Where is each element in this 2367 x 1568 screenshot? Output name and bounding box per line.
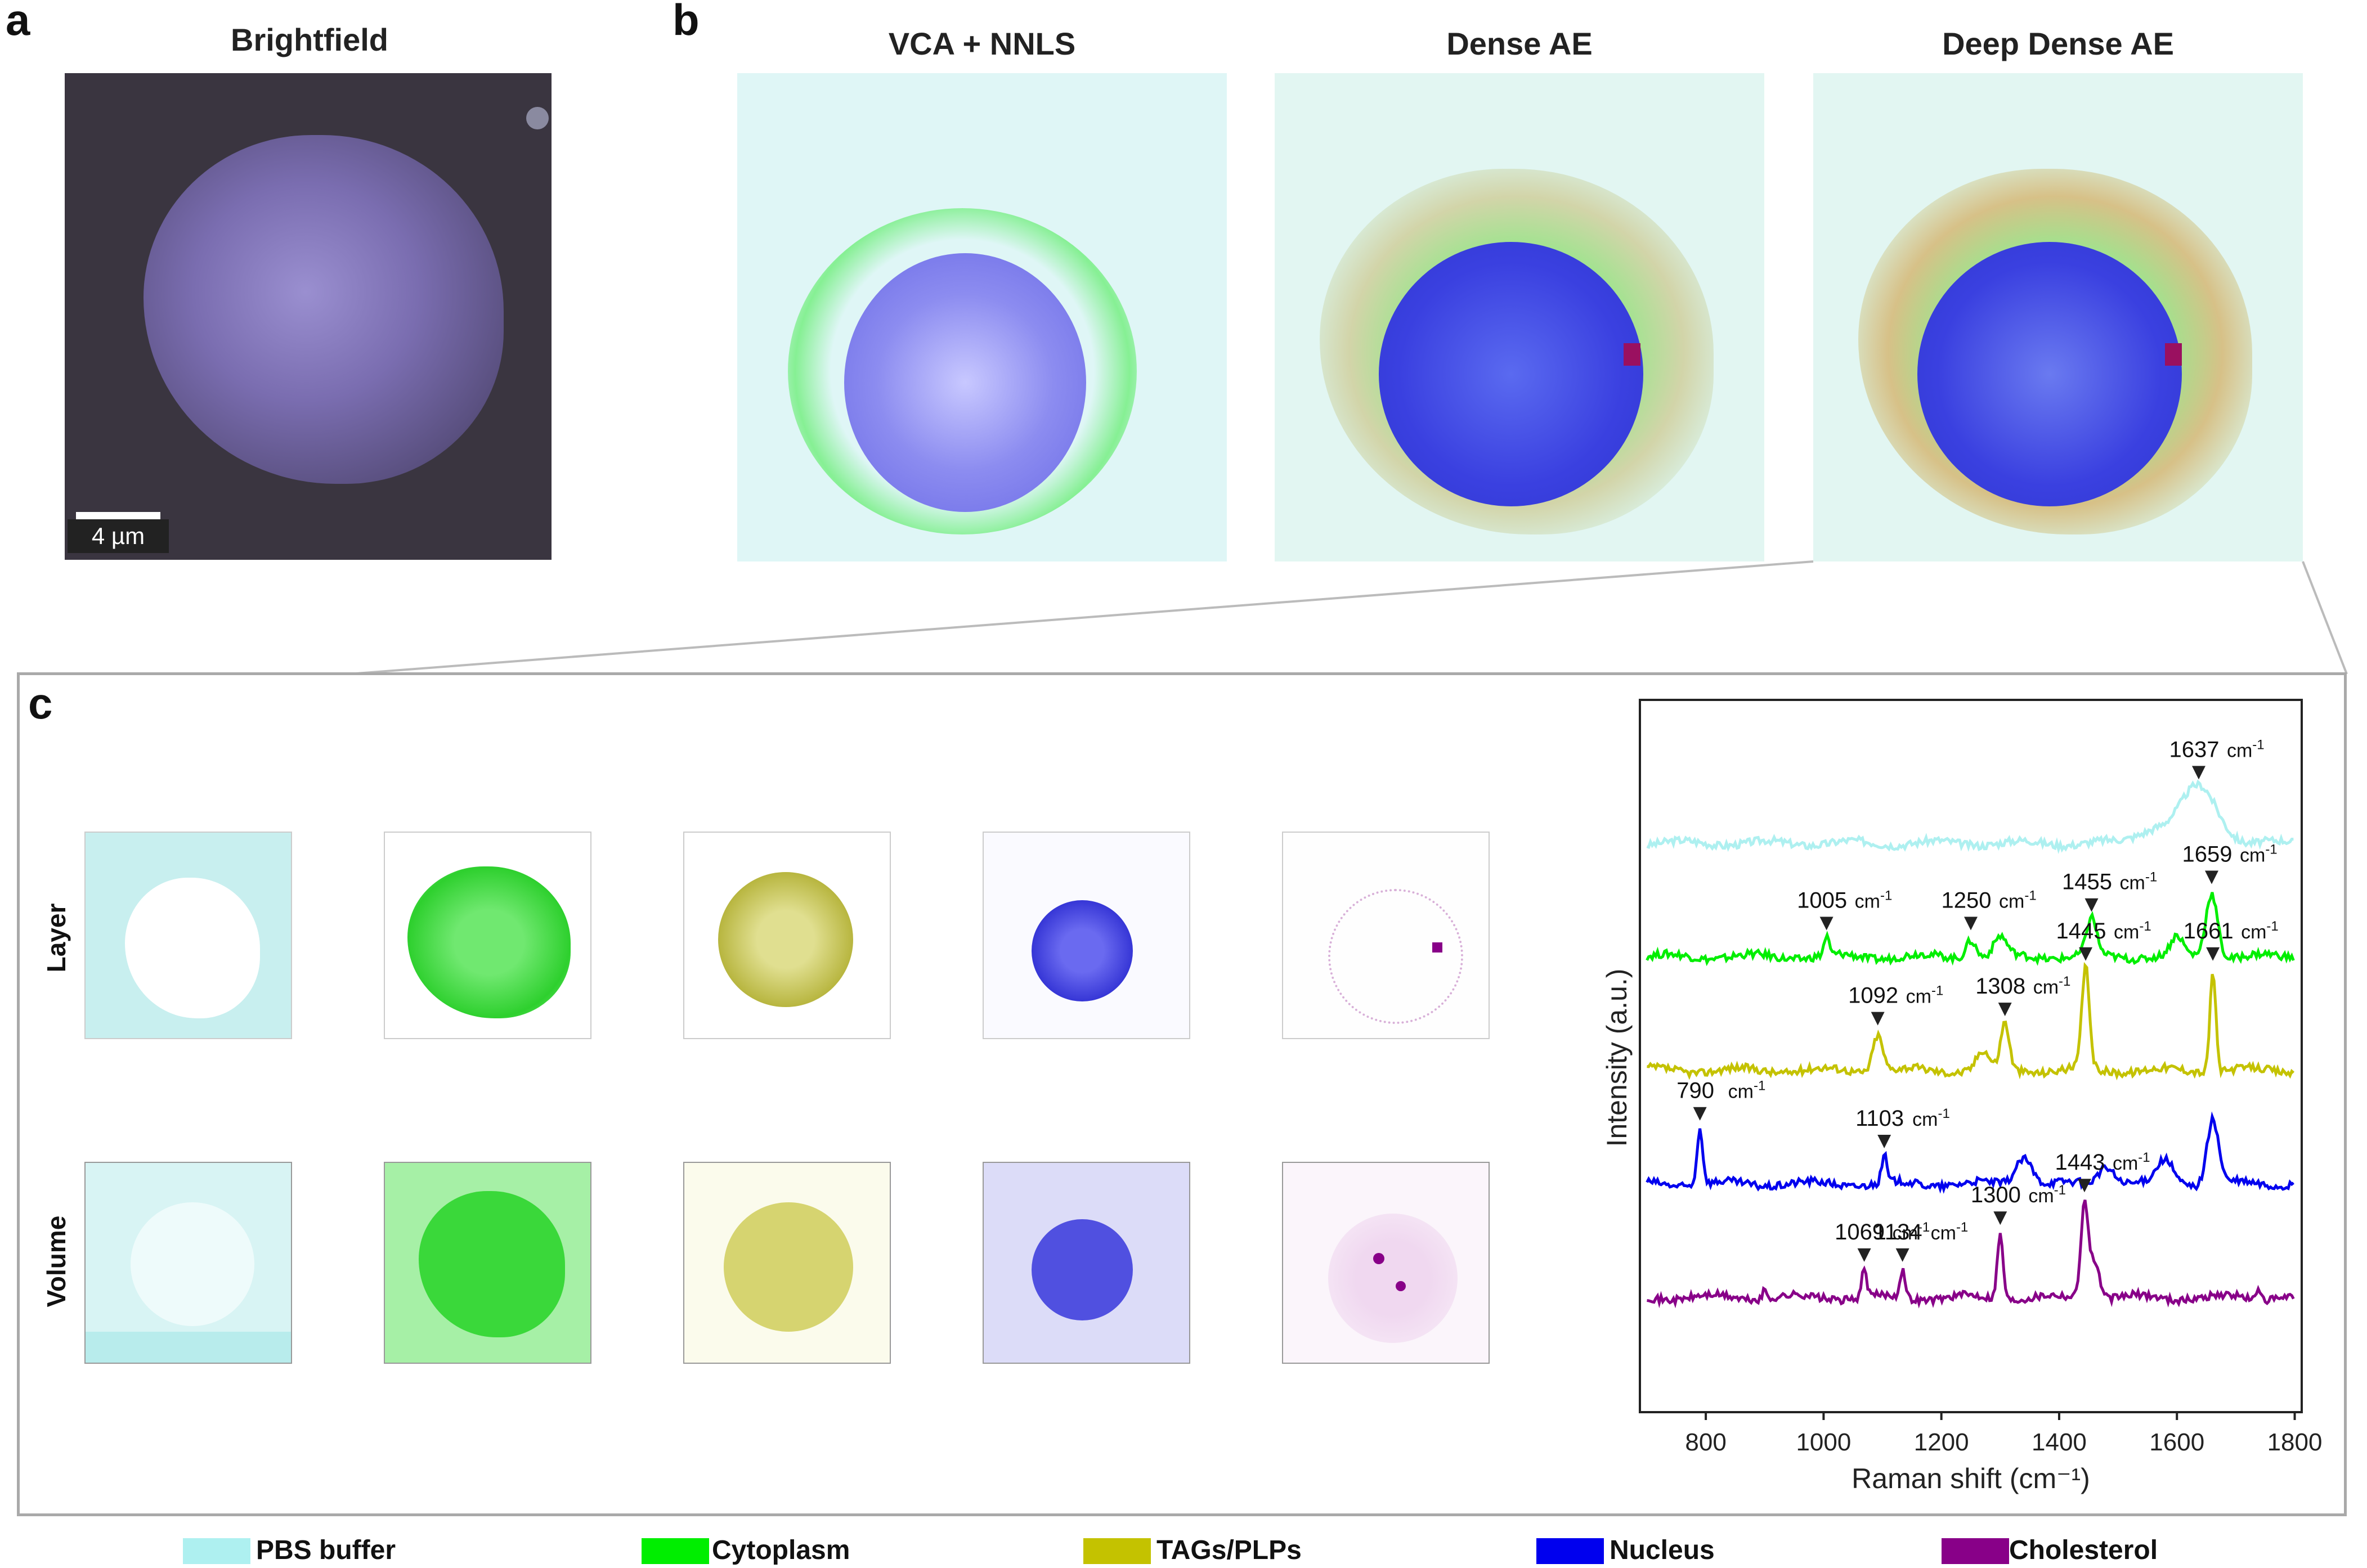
- legend-swatch-cytoplasm: [642, 1538, 709, 1564]
- peak-label: 1134: [1874, 1220, 1922, 1244]
- y-axis-label: Intensity (a.u.): [1601, 969, 1633, 1147]
- peak-unit: cm-1: [2227, 737, 2265, 761]
- x-tick-label: 1400: [2032, 1428, 2087, 1456]
- peak-label: 790: [1676, 1079, 1714, 1103]
- x-tick-label: 1800: [2267, 1428, 2323, 1456]
- peak-label: 1445: [2056, 919, 2106, 944]
- peak-unit: cm-1: [2240, 842, 2278, 866]
- legend-label-pbs: PBS buffer: [256, 1535, 396, 1565]
- panel-c-frame: [17, 672, 2347, 1516]
- dense-ae-image: [1275, 73, 1764, 561]
- layer-nucleus: [983, 832, 1190, 1039]
- peak-unit: cm-1: [2241, 919, 2279, 943]
- zoom-connector: [348, 560, 2348, 675]
- layer-cholesterol: [1282, 832, 1490, 1039]
- x-tick-label: 1200: [1914, 1428, 1969, 1456]
- peak-unit: cm-1: [1912, 1106, 1950, 1130]
- panel-label-c: c: [28, 679, 53, 728]
- peak-label: 1092: [1848, 983, 1898, 1008]
- legend-label-nucleus: Nucleus: [1610, 1535, 1715, 1565]
- brightfield-title: Brightfield: [231, 22, 388, 57]
- scale-bar: [76, 512, 160, 520]
- peak-label: 1250: [1942, 888, 1992, 913]
- peak-label: 1300: [1971, 1183, 2021, 1207]
- legend-swatch-cholesterol: [1942, 1538, 2009, 1564]
- peak-label: 1659: [2182, 842, 2232, 866]
- layer-cytoplasm: [384, 832, 591, 1039]
- peak-marker: [2204, 870, 2218, 884]
- layer-pbs: [84, 832, 292, 1039]
- peak-marker: [2079, 947, 2093, 961]
- brightfield-image: 4 µm: [65, 73, 552, 560]
- peak-unit: cm-1: [2028, 1183, 2066, 1207]
- volume-cholesterol: [1282, 1162, 1490, 1364]
- legend-swatch-pbs: [183, 1538, 250, 1564]
- x-tick-label: 800: [1685, 1428, 1726, 1456]
- peak-unit: cm-1: [1728, 1079, 1766, 1103]
- legend-swatch-tags: [1083, 1538, 1151, 1564]
- peak-unit: cm-1: [2113, 1150, 2150, 1174]
- peak-label: 1103: [1855, 1106, 1904, 1131]
- peak-label: 1637: [2169, 737, 2219, 762]
- legend-swatch-nucleus: [1536, 1538, 1604, 1564]
- spectrum-tags-plps: [1647, 962, 2295, 1081]
- spectrum-pbs-buffer: [1646, 779, 2294, 854]
- peak-marker: [2206, 947, 2220, 961]
- peak-label: 1308: [1975, 974, 2025, 999]
- peak-label: 1005: [1797, 888, 1847, 913]
- peak-marker: [1877, 1134, 1891, 1148]
- layer-tags: [683, 832, 891, 1039]
- volume-cytoplasm: [384, 1162, 591, 1364]
- panel-label-a: a: [6, 0, 30, 44]
- vca-title: VCA + NNLS: [888, 26, 1076, 61]
- x-tick-label: 1000: [1796, 1428, 1851, 1456]
- peak-label: 1069: [1835, 1220, 1885, 1244]
- peak-unit: cm-1: [2120, 870, 2158, 894]
- dense-ae-title: Dense AE: [1446, 26, 1593, 61]
- deep-dense-ae-image: [1813, 73, 2303, 561]
- peak-marker: [1964, 916, 1978, 931]
- spectra-chart-frame: [1639, 699, 2303, 1413]
- x-axis-label: Raman shift (cm⁻¹): [1852, 1463, 2090, 1494]
- volume-tags: [683, 1162, 891, 1364]
- peak-marker: [1693, 1107, 1707, 1121]
- peak-unit: cm-1: [1931, 1220, 1969, 1244]
- volume-nucleus: [983, 1162, 1190, 1364]
- peak-unit: cm-1: [2033, 974, 2071, 998]
- legend-label-cytoplasm: Cytoplasm: [712, 1535, 850, 1565]
- peak-unit: cm-1: [1999, 888, 2037, 913]
- vca-nnls-image: [737, 73, 1227, 561]
- spectrum-cytoplasm: [1646, 892, 2295, 967]
- peak-marker: [2191, 766, 2205, 780]
- peak-marker: [2084, 898, 2099, 912]
- peak-unit: cm-1: [2114, 919, 2151, 943]
- peak-marker: [1819, 916, 1833, 931]
- peak-marker: [1871, 1012, 1885, 1026]
- peak-marker: [1993, 1211, 2007, 1225]
- volume-pbs: [84, 1162, 292, 1364]
- x-tick-label: 1600: [2149, 1428, 2204, 1456]
- legend-label-cholesterol: Cholesterol: [2009, 1535, 2158, 1565]
- peak-unit: cm-1: [1855, 888, 1893, 913]
- peak-marker: [2077, 1179, 2091, 1193]
- peak-marker: [1998, 1003, 2012, 1017]
- spectrum-nucleus: [1646, 1111, 2294, 1194]
- peak-unit: cm-1: [1906, 983, 1944, 1008]
- legend-label-tags: TAGs/PLPs: [1156, 1535, 1302, 1565]
- peak-marker: [1857, 1248, 1871, 1262]
- scale-bar-label: 4 µm: [68, 519, 169, 553]
- peak-label: 1455: [2062, 870, 2112, 895]
- peak-label: 1661: [2184, 919, 2234, 944]
- deep-dense-ae-title: Deep Dense AE: [1942, 26, 2174, 61]
- peak-marker: [1895, 1248, 1909, 1262]
- spectrum-cholesterol: [1647, 1199, 2295, 1309]
- panel-label-b: b: [673, 0, 700, 44]
- peak-label: 1443: [2055, 1150, 2105, 1175]
